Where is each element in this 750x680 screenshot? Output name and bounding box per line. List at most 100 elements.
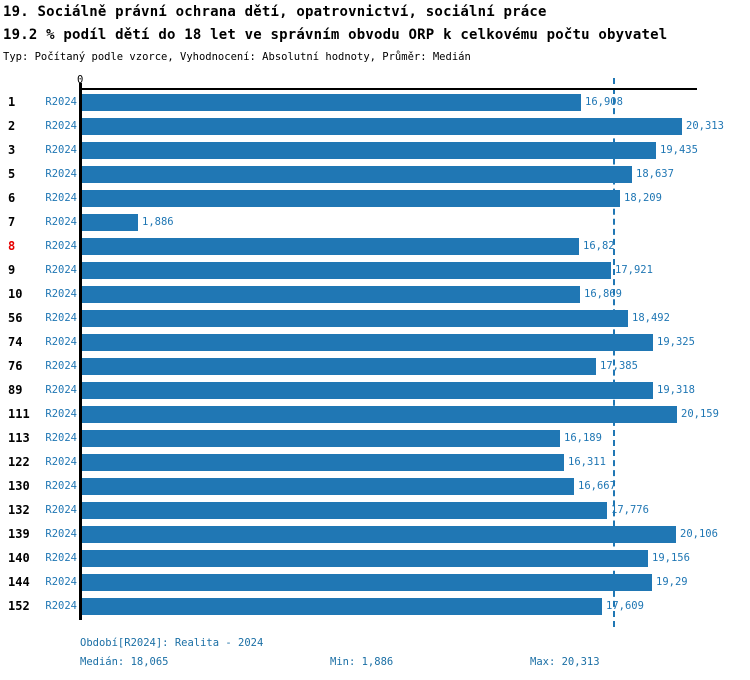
bar-value-label: 17,385	[600, 360, 638, 372]
value-bar	[82, 381, 653, 399]
row-period-label: R2024	[45, 432, 77, 444]
bar-value-label: 17,609	[606, 600, 644, 612]
row-id-label: 7	[8, 215, 16, 229]
chart-row: 130 R2024 16,667	[0, 474, 750, 498]
chart-row: 9 R2024 17,921	[0, 258, 750, 282]
row-id-label: 76	[8, 359, 23, 373]
bar-value-label: 17,776	[611, 504, 649, 516]
bar-value-label: 18,637	[636, 168, 674, 180]
chart-row: 89 R2024 19,318	[0, 378, 750, 402]
value-bar	[82, 213, 138, 231]
chart-row: 122 R2024 16,311	[0, 450, 750, 474]
value-bar	[82, 333, 653, 351]
row-id-label: 113	[8, 431, 30, 445]
value-bar	[82, 285, 580, 303]
row-period-label: R2024	[45, 552, 77, 564]
bar-value-label: 16,908	[585, 96, 623, 108]
chart-row: 56 R2024 18,492	[0, 306, 750, 330]
row-id-label: 5	[8, 167, 16, 181]
bar-value-label: 17,921	[615, 264, 653, 276]
value-bar	[82, 429, 560, 447]
row-period-label: R2024	[45, 600, 77, 612]
value-bar	[82, 405, 677, 423]
chart-row: 10 R2024 16,869	[0, 282, 750, 306]
page-title: 19. Sociálně právní ochrana dětí, opatro…	[3, 4, 547, 20]
page-subtitle: 19.2 % podíl dětí do 18 let ve správním …	[3, 27, 668, 43]
row-id-label: 144	[8, 575, 30, 589]
row-period-label: R2024	[45, 168, 77, 180]
value-bar	[82, 357, 596, 375]
chart-row: 5 R2024 18,637	[0, 162, 750, 186]
row-period-label: R2024	[45, 384, 77, 396]
bar-value-label: 16,869	[584, 288, 622, 300]
footer-min-label: Min: 1,886	[330, 656, 394, 668]
value-bar	[82, 237, 579, 255]
chart-row: 7 R2024 1,886	[0, 210, 750, 234]
value-bar	[82, 309, 628, 327]
value-bar	[82, 93, 581, 111]
value-bar	[82, 189, 620, 207]
row-period-label: R2024	[45, 336, 77, 348]
row-id-label: 3	[8, 143, 16, 157]
row-period-label: R2024	[45, 288, 77, 300]
bar-value-label: 16,82	[583, 240, 615, 252]
median-reference-line	[613, 78, 615, 627]
bar-value-label: 20,106	[680, 528, 718, 540]
chart-row: 1 R2024 16,908	[0, 90, 750, 114]
row-id-label: 74	[8, 335, 23, 349]
chart-meta-line: Typ: Počítaný podle vzorce, Vyhodnocení:…	[3, 51, 471, 63]
chart-row: 74 R2024 19,325	[0, 330, 750, 354]
x-axis-line	[81, 88, 697, 90]
row-id-label: 139	[8, 527, 30, 541]
value-bar	[82, 453, 564, 471]
bar-value-label: 20,159	[681, 408, 719, 420]
chart-row: 6 R2024 18,209	[0, 186, 750, 210]
value-bar	[82, 597, 602, 615]
bar-value-label: 18,209	[624, 192, 662, 204]
bar-value-label: 18,492	[632, 312, 670, 324]
bar-value-label: 19,435	[660, 144, 698, 156]
row-period-label: R2024	[45, 120, 77, 132]
footer-period-label: Období[R2024]: Realita - 2024	[80, 637, 264, 649]
row-id-label: 6	[8, 191, 16, 205]
footer-median-label: Medián: 18,065	[80, 656, 169, 668]
chart-row: 113 R2024 16,189	[0, 426, 750, 450]
footer-max-label: Max: 20,313	[530, 656, 600, 668]
value-bar	[82, 261, 611, 279]
value-bar	[82, 501, 607, 519]
bar-value-label: 16,189	[564, 432, 602, 444]
value-bar	[82, 549, 648, 567]
row-period-label: R2024	[45, 96, 77, 108]
bar-value-label: 19,318	[657, 384, 695, 396]
bar-value-label: 20,313	[686, 120, 724, 132]
row-period-label: R2024	[45, 576, 77, 588]
row-period-label: R2024	[45, 312, 77, 324]
row-id-label: 130	[8, 479, 30, 493]
row-period-label: R2024	[45, 504, 77, 516]
row-id-label: 1	[8, 95, 16, 109]
chart-row: 111 R2024 20,159	[0, 402, 750, 426]
bar-value-label: 19,325	[657, 336, 695, 348]
bar-value-label: 1,886	[142, 216, 174, 228]
bar-value-label: 16,311	[568, 456, 606, 468]
row-period-label: R2024	[45, 264, 77, 276]
value-bar	[82, 141, 656, 159]
row-id-label: 2	[8, 119, 16, 133]
row-id-label: 8	[8, 239, 16, 253]
bar-value-label: 19,29	[656, 576, 688, 588]
y-axis-line	[79, 83, 82, 620]
row-period-label: R2024	[45, 408, 77, 420]
row-id-label: 10	[8, 287, 23, 301]
value-bar	[82, 117, 682, 135]
row-id-label: 132	[8, 503, 30, 517]
row-id-label: 89	[8, 383, 23, 397]
row-period-label: R2024	[45, 192, 77, 204]
row-period-label: R2024	[45, 144, 77, 156]
row-id-label: 9	[8, 263, 16, 277]
row-period-label: R2024	[45, 480, 77, 492]
chart-row: 132 R2024 17,776	[0, 498, 750, 522]
row-id-label: 152	[8, 599, 30, 613]
chart-row: 140 R2024 19,156	[0, 546, 750, 570]
value-bar	[82, 477, 574, 495]
